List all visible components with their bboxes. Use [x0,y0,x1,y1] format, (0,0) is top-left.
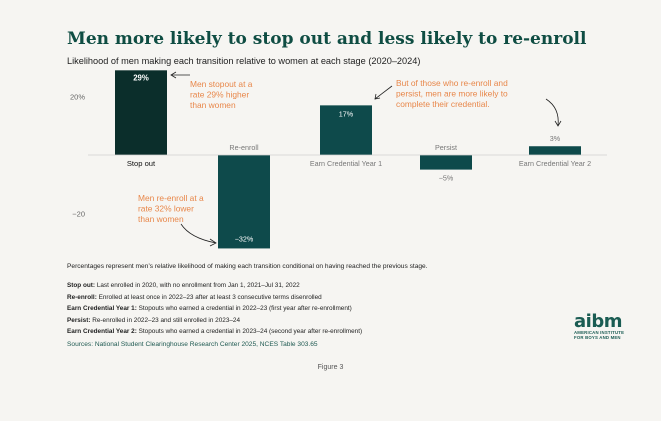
definition-term: Stop out: [67,282,96,289]
definition-re-enroll: Re-enroll: Enrolled at least once in 202… [67,294,362,306]
logo-mark: aibm [574,311,622,332]
definition-text: Stopouts who earned a credential in 2022… [138,305,352,312]
logo-line-2: FOR BOYS AND MEN [574,335,621,341]
sources-line: Sources: National Student Clearinghouse … [67,341,318,348]
definition-text: Enrolled at least once in 2022–23 after … [98,293,322,301]
bar-stop-out [115,70,167,155]
arrow-credential-year-2 [545,98,559,127]
definition-term: Earn Credential Year 2: [67,328,137,335]
chart-subtitle: Likelihood of men making each transition… [67,56,421,66]
value-label: 17% [339,109,354,118]
chart-title: Men more likely to stop out and less lik… [67,29,587,49]
chart-note: Percentages represent men’s relative lik… [67,263,428,270]
definition-earn-credential-year-2: Earn Credential Year 2: Stopouts who ear… [67,328,362,340]
annotation-credential: But of those who re-enroll and persist, m… [396,78,508,109]
aibm-logo: aibm AMERICAN INSTITUTE FOR BOYS AND MEN [574,311,630,341]
figure-label: Figure 3 [317,364,344,371]
bar-earn-credential-year-1 [320,105,372,155]
category-label: Stop out [127,159,156,168]
annotation-stopout: Men stopout at a rate 29% higher than wome… [190,79,253,110]
definition-term: Earn Credential Year 1: [67,305,137,312]
definition-term: Persist: [67,316,91,324]
bar-chart: 20% −20 Stop out Re-enroll Earn Credential Y… [70,70,607,249]
category-label: Earn Credential Year 1 [310,159,382,168]
value-label: 3% [550,134,561,143]
arrow-credential-head [374,93,381,100]
arrow-credential-year-2-head [554,120,562,127]
value-label: 29% [133,73,149,82]
arrow-reenroll [180,223,217,244]
definition-persist: Persist: Re-enrolled in 2022–23 and stil… [67,317,362,329]
category-label: Persist [435,143,457,152]
category-label: Earn Credential Year 2 [519,159,591,168]
definition-text: Last enrolled in 2020, with no enrollmen… [96,282,300,289]
value-label: −5% [439,174,454,183]
bar-re-enroll [218,155,270,249]
annotation-reenroll: Men re-enroll at a rate 32% lower than wom… [138,193,204,224]
arrow-credential [374,85,393,100]
definitions-list: Stop out: Last enrolled in 2020, with no… [67,282,362,340]
arrow-reenroll-head [209,238,217,247]
logo-line-1: AMERICAN INSTITUTE [574,330,625,335]
definition-stop-out: Stop out: Last enrolled in 2020, with no… [67,282,362,294]
definition-text: Re-enrolled in 2022–23 and still enrolle… [92,316,241,324]
category-label: Re-enroll [229,143,259,152]
arrow-stopout-head [170,71,177,79]
y-tick-label: −20 [72,209,85,218]
definition-text: Stopouts who earned a credential in 2023… [138,328,363,335]
y-tick-label: 20% [70,93,85,102]
bar-persist [420,155,472,170]
bar-earn-credential-year-2 [529,146,581,155]
definition-earn-credential-year-1: Earn Credential Year 1: Stopouts who ear… [67,305,362,317]
value-label: −32% [235,234,254,243]
definition-term: Re-enroll: [67,293,97,301]
